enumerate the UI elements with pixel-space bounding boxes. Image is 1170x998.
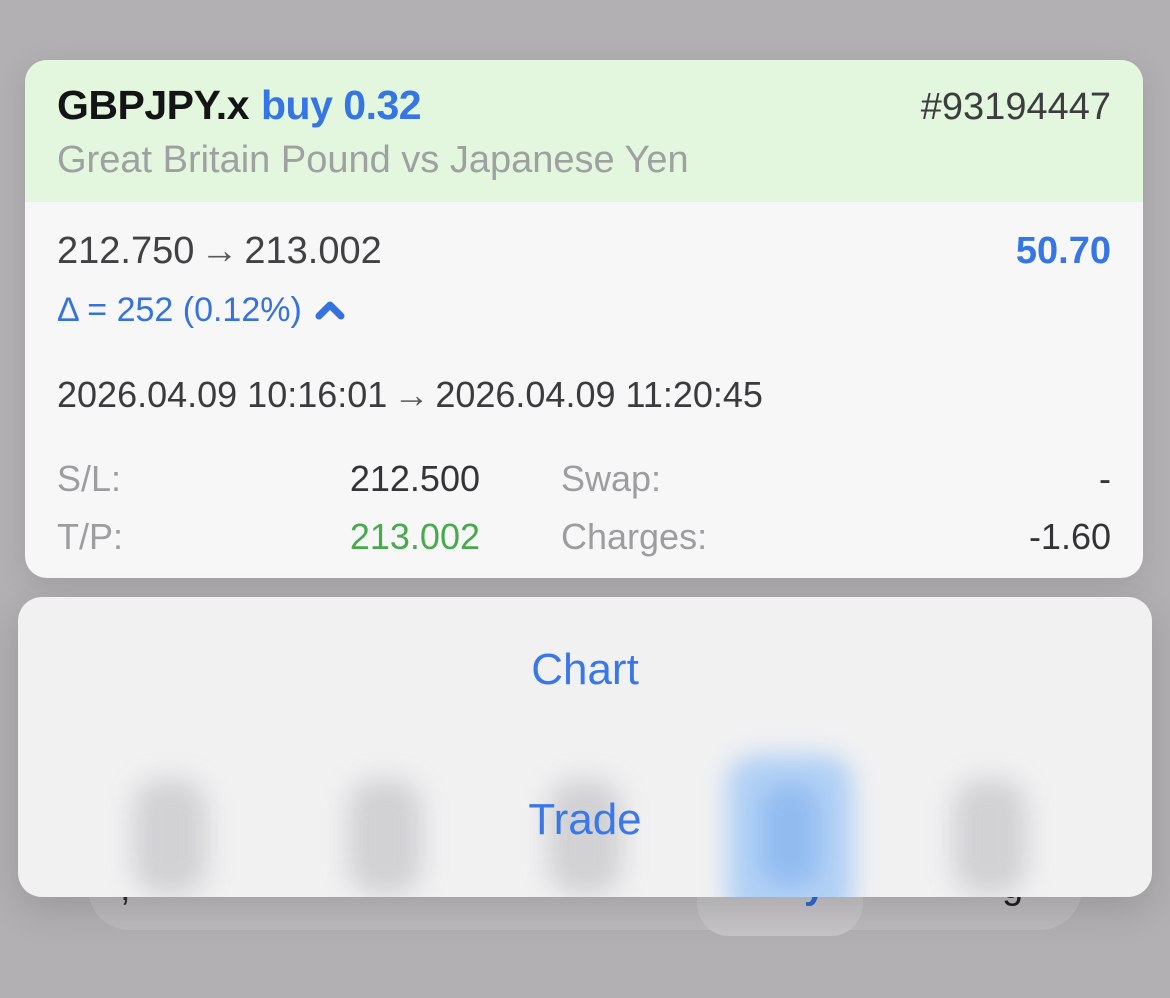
- open-time: 2026.04.09 10:16:01: [57, 374, 388, 415]
- tp-value: 213.002: [349, 516, 480, 557]
- open-price: 212.750: [57, 230, 195, 272]
- chevron-up-icon: [315, 301, 345, 319]
- position-details: S/L: 212.500 Swap: - T/P: 213.002 Charge…: [57, 458, 1111, 558]
- sl-label: S/L:: [57, 458, 122, 499]
- symbol-name: GBPJPY.x: [57, 82, 250, 128]
- position-body: 212.750 → 213.002 50.70 Δ = 252 (0.12%) 20…: [25, 230, 1143, 558]
- menu-item-chart[interactable]: Chart: [531, 645, 639, 694]
- symbol-line: GBPJPY.x buy 0.32: [57, 82, 422, 129]
- ghost-tab-icon: [133, 779, 207, 895]
- time-range: 2026.04.09 10:16:01 → 2026.04.09 11:20:45: [57, 374, 1111, 416]
- arrow-right-icon: →: [200, 230, 239, 272]
- menu-item-trade[interactable]: Trade: [528, 795, 642, 844]
- ghost-tab-icon-selected: [727, 755, 853, 897]
- side-volume: buy 0.32: [261, 82, 422, 128]
- ghost-tab-icon: [953, 779, 1027, 895]
- ghost-tab-icon: [548, 779, 622, 895]
- sl-value: 212.500: [349, 458, 480, 499]
- profit-value: 50.70: [1015, 230, 1111, 272]
- symbol-description: Great Britain Pound vs Japanese Yen: [57, 139, 689, 181]
- ghost-tab-icon: [348, 779, 422, 895]
- swap-value: -: [1099, 458, 1111, 499]
- charges-label: Charges:: [561, 516, 708, 557]
- current-price: 213.002: [244, 230, 382, 272]
- arrow-right-icon: →: [393, 374, 430, 415]
- delta-text: Δ = 252 (0.12%): [57, 291, 302, 329]
- context-menu: Chart Trade: [18, 597, 1152, 897]
- ticket-number: #93194447: [920, 86, 1111, 128]
- price-range: 212.750 → 213.002: [57, 230, 382, 273]
- charges-value: -1.60: [1028, 516, 1111, 557]
- close-time: 2026.04.09 11:20:45: [435, 374, 763, 415]
- swap-label: Swap:: [561, 458, 662, 499]
- tp-label: T/P:: [57, 516, 124, 557]
- position-header: GBPJPY.x buy 0.32 #93194447 Great Britain…: [25, 60, 1143, 202]
- delta-toggle[interactable]: Δ = 252 (0.12%): [57, 291, 1111, 330]
- position-detail-card: GBPJPY.x buy 0.32 #93194447 Great Britain…: [25, 60, 1143, 578]
